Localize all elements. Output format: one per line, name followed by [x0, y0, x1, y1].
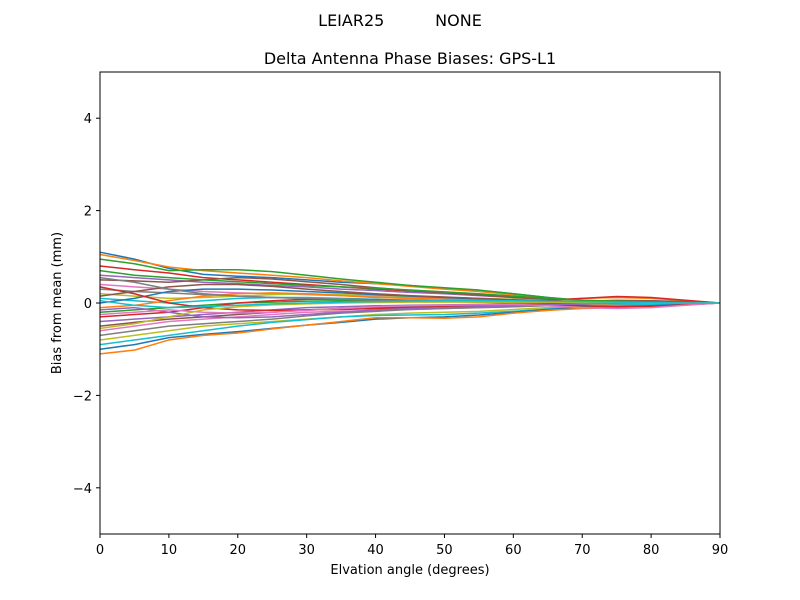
series-line-22 — [99, 302, 721, 355]
plot-frame — [99, 71, 721, 535]
y-axis-ticks: −4 −2 0 2 4 — [73, 112, 100, 497]
x-axis-ticks: 0 10 20 30 40 50 60 70 80 90 — [96, 534, 728, 558]
x-tick-label: 10 — [161, 543, 178, 558]
y-tick-label: −4 — [73, 482, 92, 497]
x-tick-label: 90 — [712, 543, 729, 558]
series-line-24 — [99, 286, 721, 312]
y-tick-label: 2 — [84, 205, 92, 220]
x-tick-label: 30 — [298, 543, 315, 558]
y-tick-label: −2 — [73, 389, 92, 404]
x-tick-label: 50 — [436, 543, 453, 558]
y-tick-label: 0 — [84, 297, 92, 312]
x-tick-label: 80 — [643, 543, 660, 558]
series-line-27 — [99, 302, 721, 316]
series-line-20 — [99, 302, 721, 346]
x-tick-label: 60 — [505, 543, 522, 558]
x-tick-label: 40 — [367, 543, 384, 558]
series-line-25 — [99, 302, 720, 319]
figure-suptitle: LEIAR25 NONE — [318, 11, 482, 30]
x-tick-label: 0 — [96, 543, 104, 558]
plot-lines — [99, 251, 721, 355]
series-line-19 — [99, 302, 721, 341]
x-tick-label: 20 — [230, 543, 247, 558]
series-line-30 — [99, 299, 720, 309]
x-tick-label: 70 — [574, 543, 591, 558]
x-axis-label: Elvation angle (degrees) — [330, 563, 489, 578]
y-axis-label: Bias from mean (mm) — [50, 232, 65, 374]
series-line-12 — [99, 292, 721, 309]
chart-title: Delta Antenna Phase Biases: GPS-L1 — [264, 49, 556, 68]
series-line-23 — [99, 269, 721, 304]
y-tick-label: 4 — [84, 112, 92, 127]
